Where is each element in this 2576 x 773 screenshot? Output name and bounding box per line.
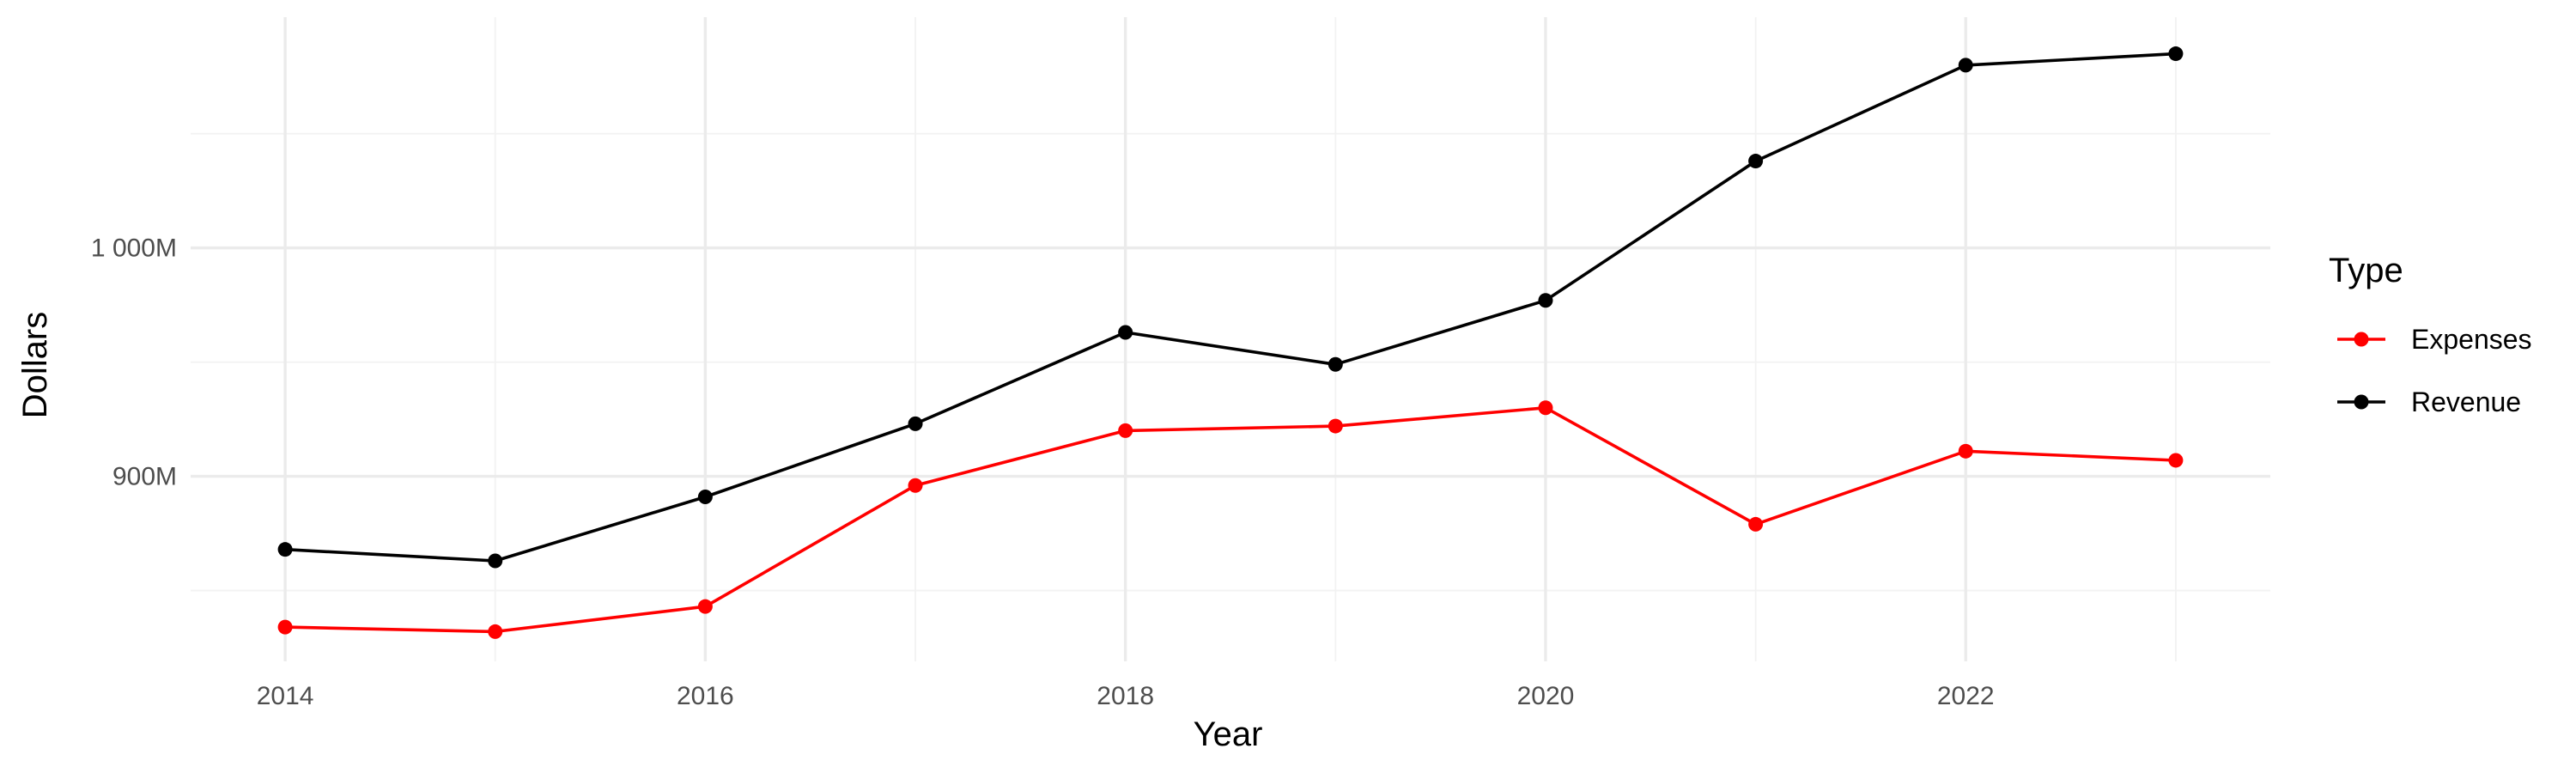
- legend-item-revenue: Revenue: [2337, 386, 2521, 417]
- x-tick-label: 2014: [257, 682, 314, 710]
- data-point-expenses: [1118, 423, 1133, 438]
- y-tick-label: 900M: [112, 463, 177, 491]
- legend-title: Type: [2329, 252, 2403, 289]
- x-tick-label: 2020: [1517, 682, 1575, 710]
- y-tick-label: 1 000M: [91, 234, 177, 263]
- legend-key-point: [2354, 332, 2369, 347]
- legend-item-expenses: Expenses: [2337, 324, 2532, 355]
- legend-label: Expenses: [2411, 324, 2532, 355]
- series-line-revenue: [285, 52, 2176, 563]
- series-expenses: [277, 400, 2184, 639]
- series-layer: [277, 46, 2184, 639]
- series-line-expenses: [285, 405, 2176, 634]
- x-tick-label: 2016: [677, 682, 734, 710]
- x-tick-label: 2018: [1097, 682, 1154, 710]
- data-point-revenue: [1958, 58, 1973, 73]
- data-point-revenue: [908, 416, 923, 431]
- data-point-revenue: [697, 490, 713, 505]
- data-point-revenue: [1538, 293, 1553, 308]
- data-point-expenses: [1748, 516, 1764, 532]
- legend-label: Revenue: [2411, 386, 2521, 417]
- legend: Type Expenses Revenue: [2329, 252, 2532, 417]
- data-point-expenses: [1538, 400, 1553, 416]
- data-point-expenses: [2168, 453, 2184, 468]
- data-point-expenses: [697, 599, 713, 614]
- minor-gridlines: [191, 17, 2270, 661]
- major-gridlines: [191, 17, 2270, 661]
- data-point-expenses: [1958, 443, 1973, 459]
- data-point-expenses: [1327, 418, 1343, 434]
- y-axis-title: Dollars: [16, 312, 54, 418]
- data-point-expenses: [908, 478, 923, 493]
- data-point-revenue: [1748, 154, 1764, 169]
- legend-items: Expenses Revenue: [2337, 324, 2532, 417]
- x-tick-label: 2022: [1937, 682, 1995, 710]
- data-point-expenses: [277, 619, 293, 635]
- data-point-revenue: [2168, 46, 2184, 62]
- data-point-revenue: [488, 553, 503, 569]
- x-axis-title: Year: [1194, 715, 1263, 753]
- x-axis-ticks: 2014 2016 2018 2020 2022: [257, 682, 1995, 710]
- data-point-revenue: [1327, 356, 1343, 372]
- y-axis-ticks: 900M 1 000M: [91, 234, 177, 491]
- data-point-revenue: [277, 542, 293, 557]
- data-point-expenses: [488, 624, 503, 639]
- legend-key-point: [2354, 394, 2369, 410]
- data-point-revenue: [1118, 325, 1133, 340]
- series-revenue: [277, 46, 2184, 569]
